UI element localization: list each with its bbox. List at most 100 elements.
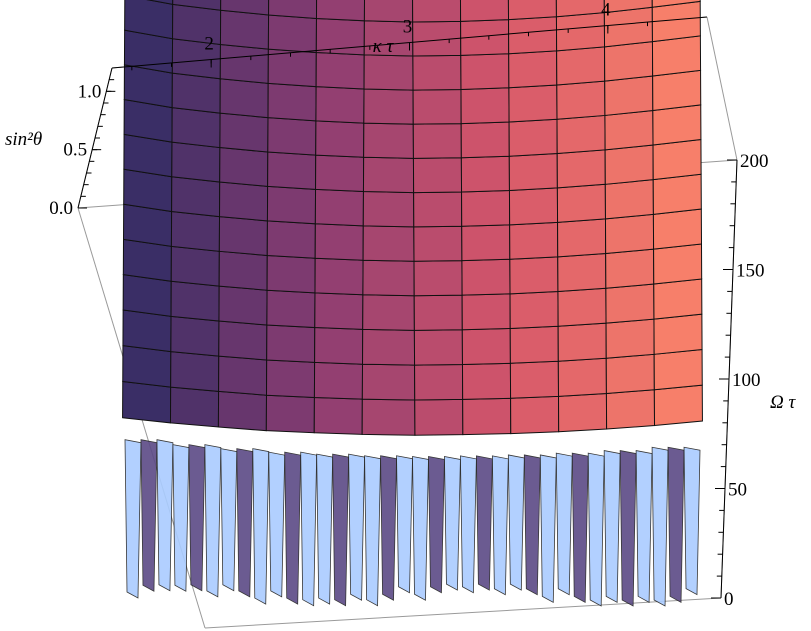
- surface-patch: [651, 0, 701, 8]
- surface-patch: [557, 218, 607, 258]
- surface-patch: [556, 114, 606, 155]
- surface-patch: [412, 0, 462, 23]
- surface-patch: [171, 176, 221, 218]
- surface-patch: [460, 121, 510, 159]
- surface-patch: [557, 392, 608, 433]
- fringe-patch: [188, 444, 206, 592]
- surface-patch: [461, 224, 511, 262]
- surface-patch: [461, 258, 511, 296]
- surface-patch: [509, 325, 559, 364]
- surface-patch: [361, 398, 416, 436]
- fringe-patch: [380, 455, 397, 601]
- surface-patch: [362, 156, 415, 194]
- omega-tick-label: 50: [728, 480, 747, 501]
- fringe-patch: [156, 439, 174, 592]
- surface-patch: [604, 41, 654, 82]
- surface-patch: [267, 117, 317, 156]
- surface-patch: [605, 389, 656, 430]
- surface-patch: [510, 395, 560, 435]
- surface-patch: [266, 324, 316, 363]
- surface-patch: [412, 123, 462, 159]
- surface-patch: [604, 109, 654, 151]
- fringe-patch: [348, 453, 365, 601]
- surface-patch: [653, 243, 703, 285]
- omega-tick-label: 100: [732, 370, 761, 391]
- surface-patch: [413, 260, 463, 297]
- fringe-patch: [460, 455, 477, 594]
- surface-patch: [315, 52, 365, 90]
- surface-patch: [218, 320, 268, 361]
- fringe-patch: [332, 453, 350, 607]
- surface-patch: [267, 14, 317, 54]
- surface-patch: [220, 0, 270, 16]
- surface-patch: [556, 183, 606, 223]
- omega-axis-title: Ω τ: [770, 392, 796, 413]
- surface-patch: [508, 153, 558, 192]
- surface-patch: [266, 220, 316, 259]
- surface-patch: [652, 173, 702, 215]
- surface-patch: [604, 75, 654, 116]
- surface-patch: [170, 351, 220, 392]
- surface-patch: [218, 355, 268, 396]
- surface-patch: [171, 72, 221, 114]
- surface-patch: [652, 208, 703, 250]
- surface-patch: [461, 327, 511, 366]
- surface-patch: [652, 138, 702, 181]
- surface-patch: [412, 54, 462, 91]
- surface-patch: [265, 394, 315, 434]
- fringe-patch: [507, 454, 525, 591]
- fringe-patch: [396, 455, 413, 594]
- sin2-tick-label: 0.5: [63, 140, 87, 161]
- surface-patch: [314, 292, 364, 330]
- surface-patch: [653, 313, 703, 355]
- fringe-patch: [651, 446, 669, 607]
- surface-patch: [363, 0, 414, 23]
- sin2-tick-label: 0.0: [49, 198, 73, 219]
- surface-patch: [362, 259, 415, 297]
- surface-patch: [122, 274, 172, 317]
- fringe-patch: [300, 451, 318, 607]
- surface-patch: [653, 348, 703, 391]
- surface-patch: [412, 157, 463, 194]
- surface-patch: [459, 0, 510, 22]
- surface-patch: [363, 88, 414, 125]
- surface-patch: [412, 88, 462, 125]
- fringe-patch: [268, 451, 286, 598]
- surface-patch: [170, 210, 221, 252]
- sin2-tick-label: 1.0: [78, 81, 102, 102]
- kappa-axis-title: κ τ: [373, 36, 395, 57]
- fringe-patch: [252, 448, 270, 605]
- surface-patch: [218, 216, 268, 257]
- fringe-patch: [172, 444, 190, 592]
- surface-patch: [414, 398, 464, 436]
- surface-patch: [362, 294, 415, 331]
- surface-patch: [605, 353, 655, 395]
- surface-patch: [267, 82, 317, 122]
- surface-patch: [652, 69, 702, 112]
- surface-patch: [314, 188, 364, 227]
- kappa-tick-label: 2: [204, 34, 214, 55]
- fringe-patch: [204, 444, 222, 598]
- omega-tick-label: 200: [740, 151, 769, 172]
- surface-patch: [461, 293, 511, 331]
- surface-patch: [146, 0, 174, 5]
- surface-patch: [170, 245, 220, 287]
- surface-patch: [460, 53, 510, 90]
- fringe-patch: [364, 455, 381, 607]
- surface-patch: [652, 104, 702, 146]
- surface-patch: [413, 294, 463, 331]
- surface-patch: [653, 278, 703, 320]
- surface-patch: [219, 43, 269, 84]
- surface-patch: [171, 107, 221, 149]
- surface-patch: [266, 289, 316, 329]
- fringe-patch: [587, 452, 605, 607]
- fringe-patch: [236, 448, 254, 598]
- surface-patch: [169, 386, 220, 428]
- surface-patch: [462, 397, 512, 436]
- surface-patch: [218, 250, 268, 291]
- surface-patch: [313, 396, 363, 435]
- fringe-patch: [635, 450, 653, 603]
- fringe-patch: [444, 456, 461, 591]
- fringe-patch: [412, 456, 429, 601]
- surface-patch: [313, 361, 364, 400]
